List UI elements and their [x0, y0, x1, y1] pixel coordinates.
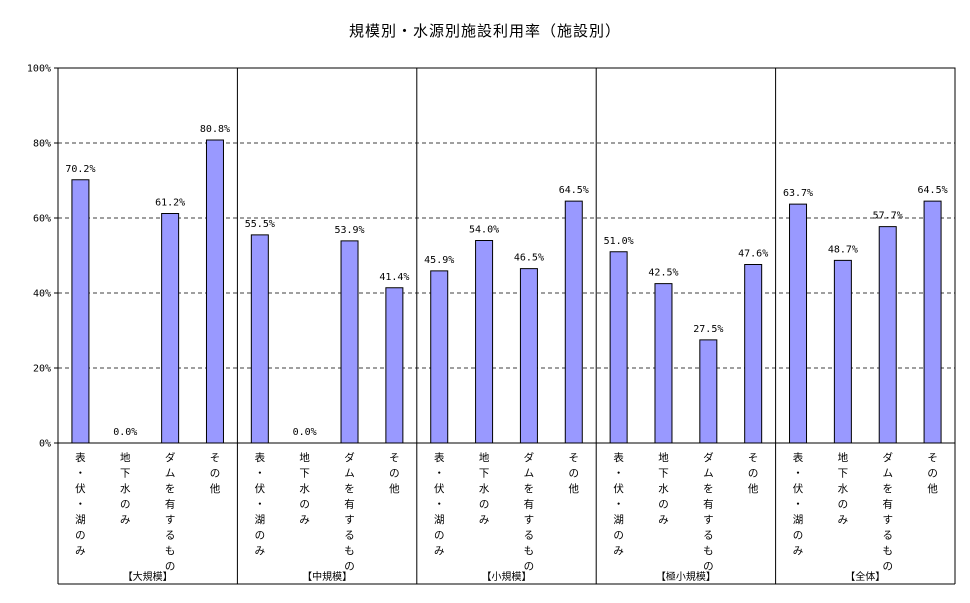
category-label: 地下水のみ: [479, 451, 490, 526]
data-label: 45.9%: [424, 255, 454, 266]
y-tick-label: 20%: [33, 364, 51, 375]
group-label: 【極小規模】: [656, 570, 716, 583]
y-tick-label: 100%: [27, 64, 51, 75]
category-label: 地下水のみ: [299, 451, 310, 526]
category-label: その他: [927, 452, 938, 495]
bars: [71, 139, 942, 444]
category-label: ダムを有するもの: [165, 451, 176, 573]
category-label: 表・伏・湖のみ: [255, 451, 266, 557]
data-label: 27.5%: [693, 324, 723, 335]
category-label: その他: [210, 452, 221, 495]
bar: [340, 240, 359, 444]
chart-title: 規模別・水源別施設利用率（施設別）: [348, 22, 621, 40]
bar: [519, 268, 538, 444]
bar: [878, 226, 897, 444]
data-label: 63.7%: [783, 188, 813, 199]
group-label: 【中規模】: [302, 570, 352, 583]
data-label: 61.2%: [155, 198, 185, 209]
bar: [833, 259, 852, 444]
bar: [923, 200, 942, 444]
bar: [654, 283, 673, 444]
data-label: 57.7%: [873, 211, 903, 222]
y-tick-label: 40%: [33, 289, 51, 300]
bar: [430, 270, 449, 444]
bar: [564, 200, 583, 444]
data-label: 42.5%: [648, 268, 678, 279]
category-label: ダムを有するもの: [882, 451, 893, 573]
category-label: 地下水のみ: [838, 451, 849, 526]
data-label: 54.0%: [469, 225, 499, 236]
category-label: その他: [569, 452, 580, 495]
data-label: 64.5%: [918, 185, 948, 196]
category-label: その他: [389, 452, 400, 495]
y-tick-label: 60%: [33, 214, 51, 225]
labels: 0% 20% 40% 60% 80% 100% 70.2% 表・伏・湖のみ 0.0% 地下水のみ 6…: [27, 64, 948, 584]
data-label: 70.2%: [65, 164, 95, 175]
category-label: 表・伏・湖のみ: [434, 451, 445, 557]
plot-area-border: [57, 67, 956, 444]
data-label: 51.0%: [604, 236, 634, 247]
data-label: 0.0%: [293, 427, 317, 438]
bar: [744, 264, 763, 444]
data-label: 80.8%: [200, 124, 230, 135]
bar: [71, 179, 90, 444]
y-tick-label: 80%: [33, 139, 51, 150]
data-label: 0.0%: [113, 427, 137, 438]
category-label: 地下水のみ: [658, 451, 669, 526]
data-label: 46.5%: [514, 253, 544, 264]
bar: [161, 213, 180, 444]
data-label: 64.5%: [559, 185, 589, 196]
bar: [385, 287, 404, 444]
group-label: 【全体】: [845, 570, 885, 583]
category-label: 表・伏・湖のみ: [613, 451, 624, 557]
bar: [789, 203, 808, 444]
category-label: 表・伏・湖のみ: [75, 451, 86, 557]
y-tick-label: 0%: [39, 439, 51, 450]
gridlines: [58, 142, 955, 369]
data-label: 47.6%: [738, 249, 768, 260]
bar: [699, 339, 718, 444]
data-label: 48.7%: [828, 244, 858, 255]
bar: [475, 240, 494, 444]
bar: [250, 234, 269, 444]
data-label: 53.9%: [334, 225, 364, 236]
group-label: 【大規模】: [123, 570, 173, 583]
group-label: 【小規模】: [482, 571, 532, 583]
category-label: 表・伏・湖のみ: [793, 451, 804, 557]
category-label: ダムを有するもの: [703, 451, 714, 573]
data-label: 41.4%: [379, 272, 409, 283]
category-label: 地下水のみ: [120, 451, 131, 526]
bar: [205, 139, 224, 444]
axes: [54, 67, 956, 585]
bar: [609, 251, 628, 444]
data-label: 55.5%: [245, 219, 275, 230]
category-label: ダムを有するもの: [524, 451, 535, 573]
category-label: その他: [748, 452, 759, 495]
category-label: ダムを有するもの: [344, 451, 355, 573]
